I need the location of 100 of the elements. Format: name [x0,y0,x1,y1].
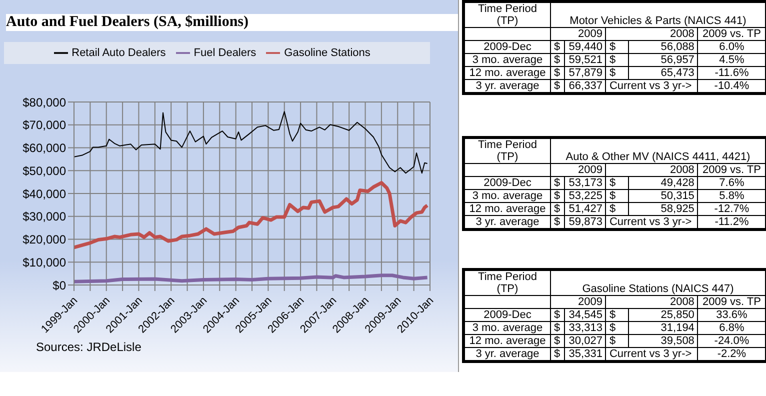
chart-title: Auto and Fuel Dealers (SA, $millions) [6,14,458,31]
text: 12 mo. average [464,202,551,216]
text: $ [550,308,564,322]
text: 12 mo. average [464,66,551,80]
text: 3 mo. average [464,190,551,202]
text: 33,313 [564,322,606,334]
y-tick-label: $40,000 [22,186,66,201]
text: 39,508 [628,334,698,348]
text: 33.6% [698,308,766,322]
text: Current vs 3 yr-> [606,216,698,228]
text: 3 yr. average [464,216,551,228]
y-tick-label: $80,000 [22,95,66,110]
text: $ [606,322,628,334]
text: 57,879 [564,66,606,80]
text: 2009 vs. TP [698,296,766,308]
legend-label: Fuel Dealers [194,47,256,59]
text: 34,545 [564,308,606,322]
text: 2009 [550,164,606,176]
text: -12.7% [698,202,766,216]
y-tick-label: $0 [52,278,66,292]
text: $ [550,40,564,54]
text: 3 mo. average [464,54,551,66]
text: $ [550,202,564,216]
text: $ [606,334,628,348]
text: 2009 [550,296,606,308]
text: 6.0% [698,40,766,54]
text: $ [550,54,564,66]
text: 59,440 [564,40,606,54]
text: $ [606,202,628,216]
text: 56,088 [628,40,698,54]
text: 50,315 [628,190,698,202]
text: $ [550,322,564,334]
text: 53,225 [564,190,606,202]
text: 7.6% [698,176,766,190]
text: -10.4% [698,80,766,92]
text: Current vs 3 yr-> [606,80,698,92]
text: $ [550,348,564,360]
text: -11.6% [698,66,766,80]
text: 2009-Dec [464,176,551,190]
text: Motor Vehicles & Parts (NAICS 441) [550,2,766,28]
text: 2008 [606,28,698,40]
text: 25,850 [628,308,698,322]
text: $ [606,176,628,190]
y-tick-label: $30,000 [22,210,66,224]
text: Auto & Other MV (NAICS 4411, 4421) [550,138,766,164]
text: 66,337 [564,80,606,92]
text: $ [550,80,564,92]
text: 2009 vs. TP [698,164,766,176]
text: $ [606,308,628,322]
text: 59,873 [564,216,606,228]
text: $ [550,216,564,228]
text: 2009 vs. TP [698,28,766,40]
text: $ [550,334,564,348]
text: 53,173 [564,176,606,190]
text: 49,428 [628,176,698,190]
text: 2008 [606,296,698,308]
text: Time Period (TP) [477,3,538,27]
text: 2009 [550,28,606,40]
text: 51,427 [564,202,606,216]
text: Time Period (TP) [477,139,538,163]
text: 6.8% [698,322,766,334]
legend-label: Gasoline Stations [284,47,370,59]
text: $ [550,176,564,190]
text: Time Period (TP) [477,271,538,295]
text: $ [606,54,628,66]
text: -2.2% [698,348,766,360]
source-note: Sources: JRDeLisle [36,340,142,354]
y-tick-label: $60,000 [22,141,66,156]
text: $ [606,40,628,54]
text: 3 yr. average [464,80,551,92]
y-tick-label: $50,000 [22,164,66,178]
text: 58,925 [628,202,698,216]
y-tick-label: $70,000 [22,118,66,132]
text: -24.0% [698,334,766,348]
text: $ [550,66,564,80]
text: 65,473 [628,66,698,80]
text: 56,957 [628,54,698,66]
text: Current vs 3 yr-> [606,348,698,360]
text: $ [606,66,628,80]
text: 30,027 [564,334,606,348]
text: 2008 [606,164,698,176]
text: $ [606,190,628,202]
text: 3 yr. average [464,348,551,360]
y-tick-label: $10,000 [22,255,66,270]
text: Gasoline Stations (NAICS 447) [550,270,766,296]
text: 35,331 [564,348,606,360]
text: 2009-Dec [464,308,551,322]
legend-label: Retail Auto Dealers [72,47,166,59]
text: 12 mo. average [464,334,551,348]
text: 2009-Dec [464,40,551,54]
text: 5.8% [698,190,766,202]
line-series [74,111,428,174]
line-series [74,274,430,284]
y-tick-label: $20,000 [22,232,66,247]
text: 59,521 [564,54,606,66]
text: 4.5% [698,54,766,66]
text: 3 mo. average [464,322,551,334]
text: $ [550,190,564,202]
text: 31,194 [628,322,698,334]
text: -11.2% [698,216,766,228]
